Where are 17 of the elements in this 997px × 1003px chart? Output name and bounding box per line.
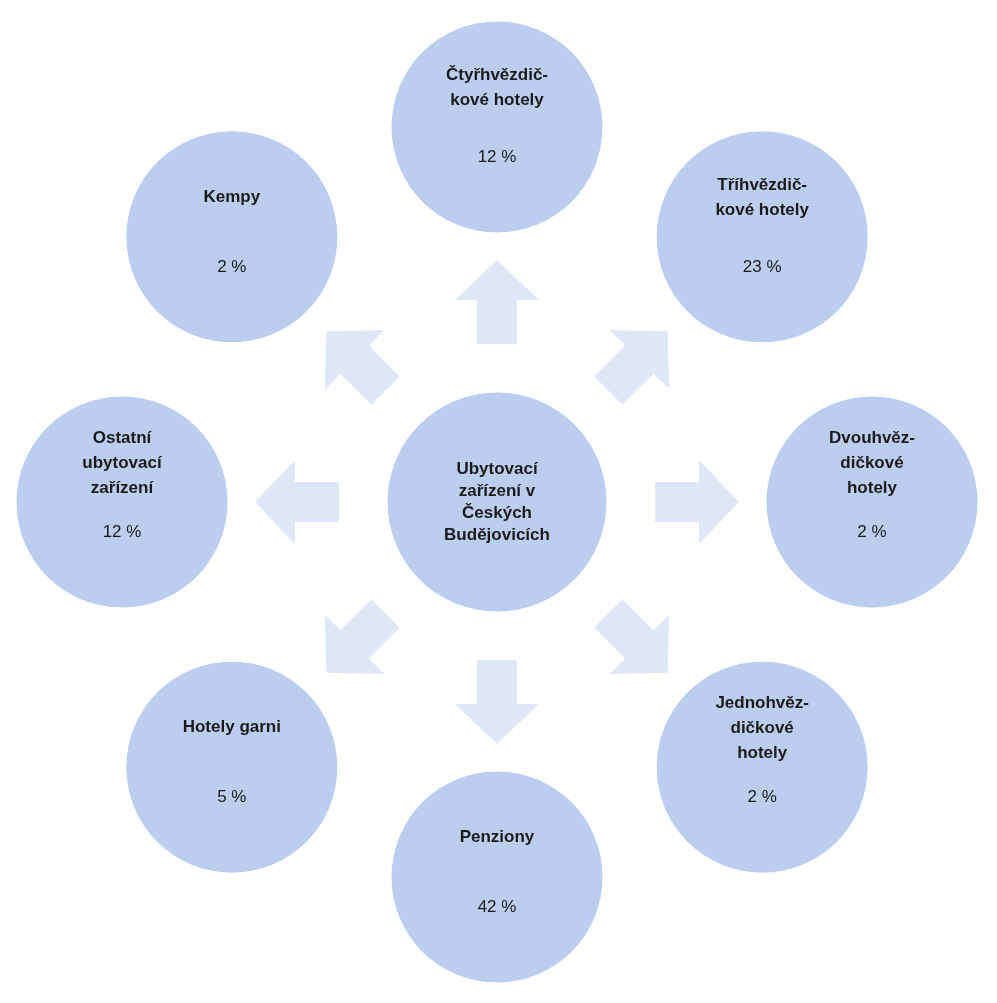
data-label: 2 % — [747, 786, 777, 806]
data-label: 5 % — [217, 786, 247, 806]
data-label: 2 % — [217, 256, 247, 276]
category-label: Čtyřhvězdič- kové hotely — [445, 64, 549, 109]
category-label: Tříhvězdič- kové hotely — [715, 174, 810, 219]
category-label: Dvouhvěz- dičkové hotely — [829, 427, 915, 497]
category-label: Hotely garni — [182, 716, 281, 736]
category-label: Jednohvěz- dičkové hotely — [715, 692, 809, 762]
text: Ubytovací zařízení v Českých Budějovicích — [444, 458, 550, 544]
data-label: 12 % — [102, 521, 142, 541]
category-label: Kempy — [203, 186, 261, 206]
category-label: Ostatní ubytovací zařízení — [82, 427, 163, 497]
data-label: 23 % — [742, 256, 782, 276]
data-label: 42 % — [477, 896, 517, 916]
data-label: 2 % — [857, 521, 887, 541]
data-label: 12 % — [477, 146, 517, 166]
category-label: Penziony — [459, 826, 535, 846]
